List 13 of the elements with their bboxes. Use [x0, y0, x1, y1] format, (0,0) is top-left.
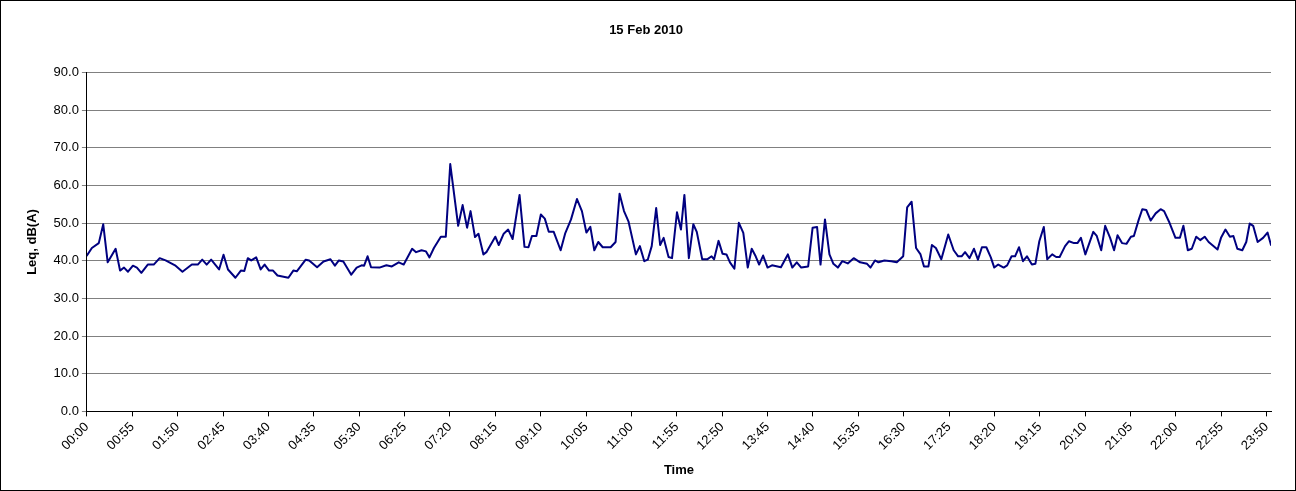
y-tick-label: 0.0 — [60, 402, 79, 418]
y-tick-label: 80.0 — [53, 101, 79, 117]
y-tick-label: 10.0 — [53, 365, 79, 381]
x-axis-title: Time — [663, 461, 695, 477]
y-tick-label: 20.0 — [53, 327, 79, 343]
y-axis-title: Leq, dB(A) — [24, 209, 40, 275]
y-tick-label: 30.0 — [53, 290, 79, 306]
y-tick-label: 60.0 — [53, 177, 79, 193]
y-tick-label: 50.0 — [53, 214, 79, 230]
chart-title: 15 Feb 2010 — [609, 22, 683, 38]
y-tick-label: 70.0 — [53, 139, 79, 155]
y-tick-label: 40.0 — [53, 252, 79, 268]
y-tick-label: 90.0 — [53, 64, 79, 80]
